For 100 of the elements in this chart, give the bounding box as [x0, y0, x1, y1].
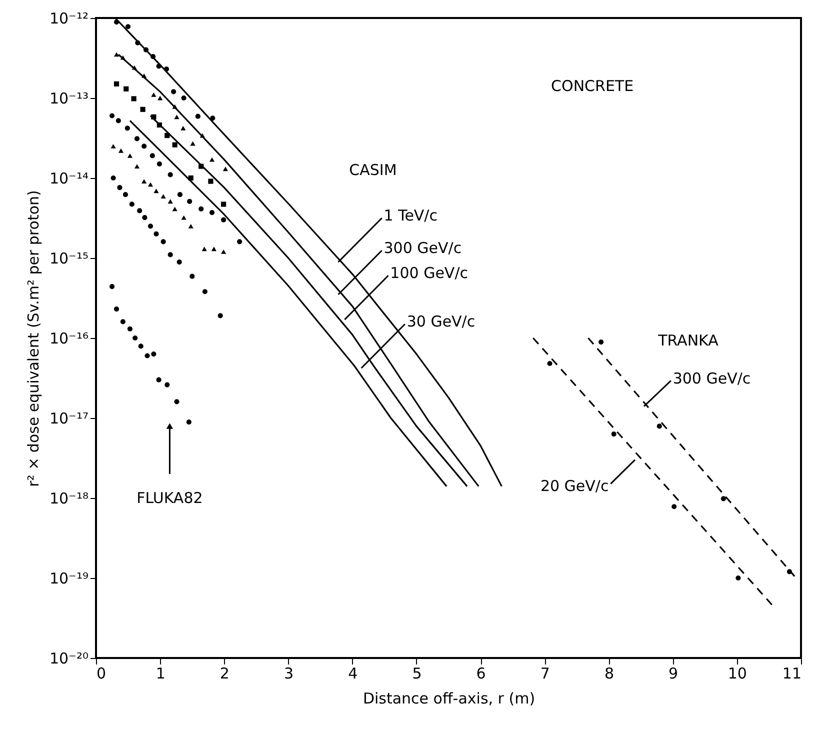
- point: [211, 246, 216, 252]
- point: [220, 249, 226, 254]
- y-tick-label: 10⁻¹⁹: [49, 570, 88, 588]
- annotation: CASIM: [349, 161, 397, 179]
- point: [188, 224, 194, 228]
- point: [122, 192, 128, 198]
- point: [168, 172, 173, 178]
- point: [120, 55, 126, 60]
- point: [114, 20, 120, 25]
- point: [202, 289, 208, 294]
- y-tick-label: 10⁻¹³: [49, 90, 88, 108]
- point: [116, 118, 121, 124]
- point: [150, 153, 155, 158]
- point: [598, 340, 604, 345]
- point: [786, 569, 792, 574]
- point: [142, 179, 147, 184]
- point: [181, 95, 186, 101]
- x-tick-label: 3: [284, 664, 294, 682]
- point: [237, 239, 242, 244]
- point: [168, 252, 173, 258]
- point: [208, 178, 214, 184]
- point: [195, 114, 200, 119]
- point: [150, 54, 156, 60]
- point: [114, 306, 120, 312]
- point: [135, 40, 140, 46]
- point: [180, 126, 186, 130]
- x-tick-label: 5: [412, 664, 422, 682]
- point: [198, 206, 204, 212]
- point: [168, 199, 173, 204]
- x-tick-label: 8: [604, 664, 614, 682]
- point: [114, 52, 120, 57]
- point: [134, 136, 140, 142]
- point: [158, 96, 163, 100]
- point: [656, 424, 662, 429]
- point: [188, 175, 194, 181]
- point: [132, 335, 138, 341]
- y-axis-title: r² × dose equivalent (Sv.m² per proton): [24, 190, 42, 487]
- point: [156, 122, 162, 128]
- point: [118, 148, 124, 153]
- point: [148, 224, 154, 229]
- point: [127, 326, 133, 332]
- point: [131, 96, 136, 102]
- x-tick-label: 1: [156, 664, 166, 682]
- point: [172, 206, 178, 212]
- point: [672, 504, 677, 510]
- point: [186, 420, 192, 425]
- annotation: 300 GeV/c: [384, 239, 462, 258]
- point: [148, 182, 154, 187]
- annotation: 30 GeV/c: [406, 312, 476, 331]
- point: [164, 66, 170, 72]
- x-tick-label: 11: [782, 664, 802, 682]
- point: [109, 113, 115, 118]
- point: [181, 215, 186, 220]
- point: [177, 192, 183, 198]
- point: [218, 313, 223, 318]
- point: [156, 161, 162, 166]
- x-tick-label: 7: [540, 664, 550, 682]
- point: [144, 353, 150, 358]
- point: [151, 352, 156, 357]
- y-tick-label: 10⁻¹⁵: [49, 250, 88, 268]
- point: [198, 164, 204, 169]
- point: [142, 215, 148, 220]
- y-tick-label: 10⁻¹²: [49, 10, 88, 28]
- y-tick-label: 10⁻¹⁶: [49, 330, 88, 348]
- point: [164, 132, 170, 138]
- annotation: 20 GeV/c: [540, 477, 609, 496]
- point: [210, 116, 216, 121]
- point: [154, 188, 159, 194]
- x-tick-label: 2: [220, 664, 230, 682]
- point: [154, 231, 159, 236]
- annotation: 300 GeV/c: [672, 369, 751, 388]
- point: [114, 81, 120, 86]
- point: [222, 166, 228, 172]
- point: [611, 432, 616, 437]
- x-tick-label: 10: [728, 664, 747, 682]
- x-tick-label: 4: [348, 664, 358, 682]
- point: [172, 142, 178, 148]
- point: [132, 65, 138, 70]
- annotation: FLUKA82: [136, 489, 203, 507]
- point: [174, 399, 180, 404]
- point: [156, 377, 162, 382]
- point: [187, 198, 192, 204]
- point: [209, 157, 215, 162]
- point: [172, 104, 178, 109]
- point: [156, 64, 162, 69]
- point: [202, 246, 207, 252]
- point: [129, 202, 134, 207]
- point: [117, 184, 122, 190]
- point: [171, 89, 176, 94]
- point: [140, 106, 146, 112]
- x-axis-title: Distance off-axis, r (m): [362, 690, 536, 708]
- point: [164, 382, 170, 388]
- point: [736, 575, 741, 581]
- point: [174, 114, 180, 120]
- point: [142, 73, 147, 78]
- point: [209, 210, 215, 216]
- x-tick-label: 0: [96, 664, 106, 682]
- point: [176, 260, 182, 265]
- point: [124, 126, 130, 131]
- point: [547, 360, 552, 366]
